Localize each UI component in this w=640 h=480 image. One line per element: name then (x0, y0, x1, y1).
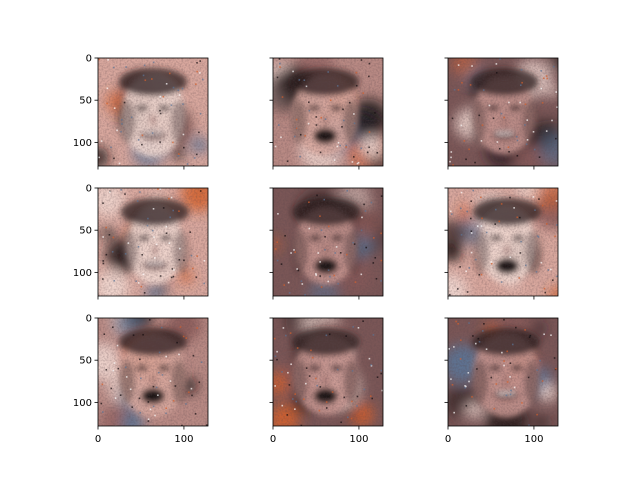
x-tick-label: 0 (270, 434, 276, 445)
generated-face-image (448, 188, 558, 296)
generated-face-image (273, 188, 383, 296)
axes-frame (97, 57, 209, 167)
image-panel: 0 50 100 (73, 54, 209, 170)
x-tick-label: 100 (524, 434, 543, 445)
generated-face-image (273, 58, 383, 166)
image-panel: 0 50 100 0 100 (73, 314, 209, 445)
generated-face-image (273, 318, 383, 426)
image-panel (269, 57, 384, 170)
y-tick-label: 0 (86, 184, 92, 195)
image-panel (444, 57, 559, 170)
image-panel: 0 50 100 (73, 184, 209, 300)
y-tick-label: 50 (79, 96, 92, 107)
y-tick-label: 100 (73, 138, 92, 149)
axes-frame (97, 317, 209, 427)
y-tick-label: 50 (79, 226, 92, 237)
y-tick-label: 0 (86, 54, 92, 65)
generated-face-image (98, 58, 208, 166)
image-panel (444, 187, 559, 300)
x-tick-label: 0 (445, 434, 451, 445)
axes-frame (447, 57, 559, 167)
y-tick-label: 100 (73, 398, 92, 409)
x-tick-label: 100 (174, 434, 193, 445)
image-panel: 0 100 (269, 317, 384, 445)
y-tick-label: 50 (79, 356, 92, 367)
x-tick-label: 0 (95, 434, 101, 445)
y-tick-label: 0 (86, 314, 92, 325)
x-tick-label: 100 (349, 434, 368, 445)
image-panel (269, 187, 384, 300)
axes-frame (272, 187, 384, 297)
generated-face-image (448, 58, 558, 166)
image-panel: 0 100 (444, 317, 559, 445)
axes-frame (272, 317, 384, 427)
axes-frame (447, 187, 559, 297)
generated-face-image (98, 188, 208, 296)
generated-face-image (448, 318, 558, 426)
axes-frame (272, 57, 384, 167)
axes-frame (447, 317, 559, 427)
y-tick-label: 100 (73, 268, 92, 279)
generated-face-image (98, 318, 208, 426)
axes-frame (97, 187, 209, 297)
